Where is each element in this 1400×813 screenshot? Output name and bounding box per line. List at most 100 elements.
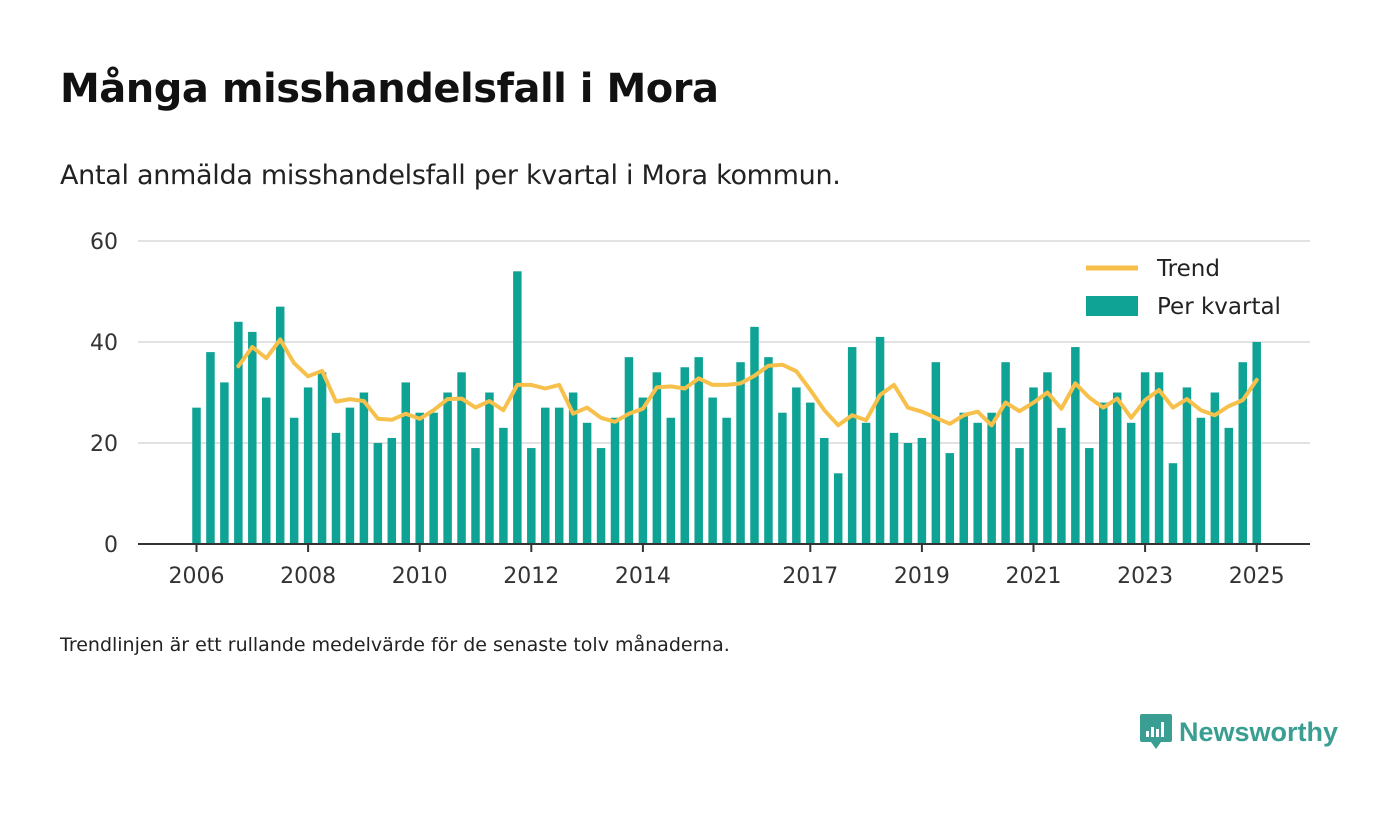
bar <box>1099 402 1108 544</box>
x-tick-label: 2017 <box>782 564 838 589</box>
y-axis-ticks: 0 20 40 60 <box>90 230 118 558</box>
bar <box>1154 372 1164 544</box>
bar <box>262 397 271 544</box>
bar <box>1071 347 1080 544</box>
bar <box>1196 417 1206 544</box>
brand-name: Newsworthy <box>1178 716 1338 747</box>
bar <box>833 473 843 544</box>
bar <box>220 382 229 544</box>
bar <box>1043 372 1052 544</box>
bar-series <box>192 271 1261 544</box>
bar <box>443 392 452 544</box>
bar <box>234 321 243 544</box>
bar <box>289 417 299 544</box>
bar <box>680 367 689 544</box>
bar <box>568 392 578 544</box>
legend-trend-label: Trend <box>1156 256 1220 282</box>
bar <box>1001 362 1010 544</box>
bar <box>513 271 522 544</box>
bar <box>248 331 257 544</box>
bar <box>903 443 913 544</box>
bar <box>638 397 648 544</box>
bar <box>959 412 968 544</box>
bar <box>1252 342 1261 544</box>
bar <box>987 412 996 544</box>
bar <box>666 417 676 544</box>
x-tick-label: 2019 <box>894 564 950 589</box>
bar <box>806 402 815 544</box>
bar <box>652 372 662 544</box>
trend-line <box>236 337 1259 428</box>
bar <box>415 412 424 544</box>
bar <box>750 326 759 544</box>
newsworthy-logo-icon <box>1139 714 1172 749</box>
bar <box>457 372 466 544</box>
bar <box>387 437 397 544</box>
bar <box>917 437 927 544</box>
bar <box>359 392 369 544</box>
bar <box>1057 427 1066 544</box>
legend: Trend Per kvartal <box>1086 256 1281 320</box>
bar <box>192 407 201 544</box>
bar <box>931 362 941 544</box>
x-tick-label: 2021 <box>1006 564 1062 589</box>
bar <box>317 372 327 544</box>
bar <box>554 407 564 544</box>
x-tick-label: 2025 <box>1229 564 1285 589</box>
bar <box>861 422 871 544</box>
bar <box>1168 463 1178 544</box>
bar <box>1210 392 1220 544</box>
bar <box>373 443 383 544</box>
bar <box>1126 422 1136 544</box>
bar <box>764 357 773 544</box>
chart-title: Många misshandelsfall i Mora <box>60 66 719 112</box>
bar <box>778 412 787 544</box>
x-tick-label: 2012 <box>503 564 559 589</box>
bar <box>1015 448 1024 544</box>
bar <box>1112 392 1122 544</box>
x-tick-label: 2014 <box>615 564 671 589</box>
bar <box>1140 372 1150 544</box>
brand-logo: Newsworthy <box>1139 712 1338 752</box>
bar <box>275 306 285 544</box>
bar <box>331 432 341 544</box>
y-tick-label: 60 <box>90 230 118 255</box>
bar <box>889 432 899 544</box>
footnote: Trendlinjen är ett rullande medelvärde f… <box>60 634 730 656</box>
x-tick-label: 2023 <box>1117 564 1173 589</box>
bar <box>722 417 731 544</box>
bar <box>471 448 480 544</box>
legend-bar-label: Per kvartal <box>1157 294 1281 320</box>
x-tick-label: 2006 <box>169 564 225 589</box>
legend-bar-swatch <box>1086 296 1138 316</box>
bar <box>1238 362 1247 544</box>
bar <box>945 453 955 544</box>
bar <box>345 407 355 544</box>
bar <box>875 336 885 544</box>
bar <box>527 448 536 544</box>
bar <box>429 412 438 544</box>
bar <box>624 357 634 544</box>
y-tick-label: 0 <box>104 533 118 558</box>
x-tick-label: 2010 <box>392 564 448 589</box>
bar <box>485 392 494 544</box>
bar <box>847 347 857 544</box>
x-tick-label: 2008 <box>280 564 336 589</box>
bar <box>206 352 215 544</box>
bar <box>610 417 620 544</box>
bar <box>792 387 801 544</box>
bar <box>596 448 606 544</box>
chart: 0 20 40 60 2006 2008 2010 2012 2014 2017 2019 2021… <box>90 230 1310 589</box>
bar <box>736 362 745 544</box>
bar <box>694 357 703 544</box>
chart-subtitle: Antal anmälda misshandelsfall per kvarta… <box>60 160 841 191</box>
bar <box>1029 387 1038 544</box>
bar <box>820 437 829 544</box>
bar <box>541 407 550 544</box>
y-tick-label: 20 <box>90 432 118 457</box>
bar <box>582 422 592 544</box>
y-tick-label: 40 <box>90 331 118 356</box>
bar <box>1085 448 1094 544</box>
bar <box>973 422 982 544</box>
bar <box>1182 387 1192 544</box>
